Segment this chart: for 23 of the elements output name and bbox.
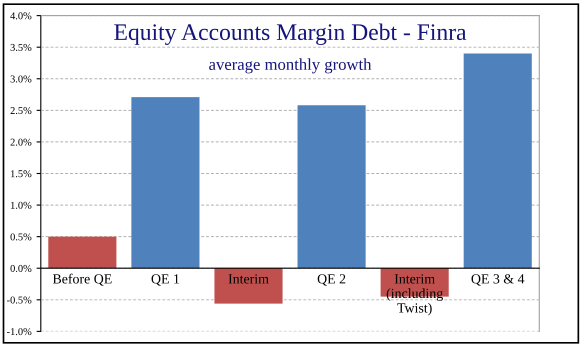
bar [464, 54, 532, 268]
x-tick-label: QE 2 [318, 274, 346, 286]
bar [214, 268, 283, 304]
bar [48, 236, 116, 268]
x-tick-label: Interim [228, 274, 269, 284]
y-tick-label: -1.0% [7, 328, 32, 336]
text: average monthly growth [209, 58, 372, 74]
x-tick-label: Before QE [52, 274, 112, 286]
bar [131, 97, 200, 268]
y-tick-label: 1.5% [11, 170, 32, 178]
y-tick-label: 3.0% [10, 75, 32, 83]
y-tick-label: 0.5% [10, 233, 32, 240]
y-tick-label: 3.5% [10, 44, 32, 51]
y-tick-label: 0.0% [10, 264, 32, 272]
x-tick-label: QE 3 & 4 [471, 274, 524, 286]
bar [298, 105, 366, 268]
y-tick-label: 1.0% [11, 202, 32, 209]
y-tick-label: -0.5% [7, 296, 32, 304]
x-tick-label: QE 1 [152, 274, 180, 286]
y-tick-label: 2.5% [10, 107, 32, 114]
y-tick-label: 4.0% [10, 12, 32, 20]
chart-title: Equity Accounts Margin Debt - Finra [114, 24, 466, 45]
y-tick-label: 2.0% [10, 138, 32, 146]
